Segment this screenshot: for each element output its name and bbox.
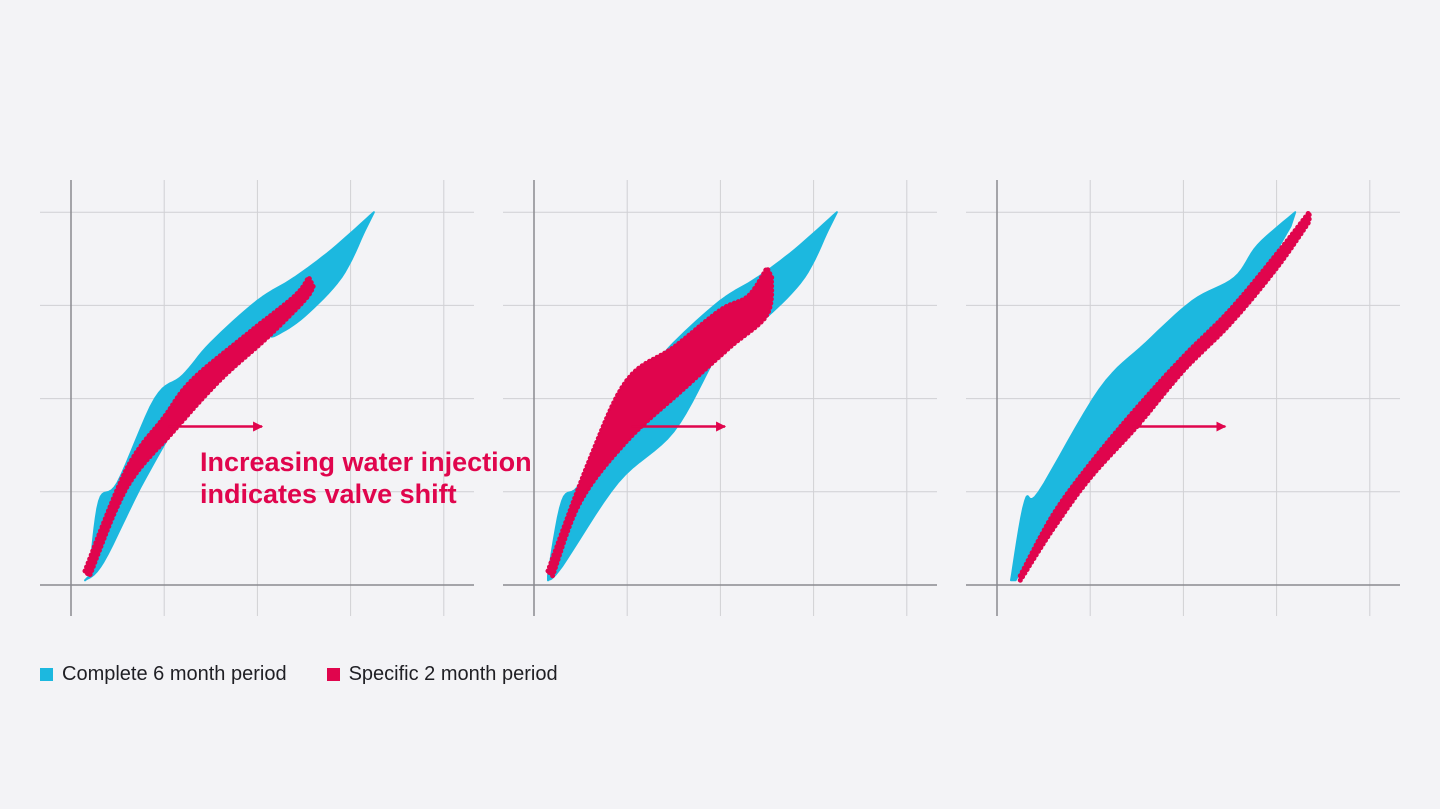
chart-panels: [40, 180, 1400, 616]
specific-2-month-band: [1017, 209, 1312, 583]
specific-2-month-band-fill: [548, 268, 772, 576]
annotation-line-1: Increasing water injection: [200, 447, 532, 477]
legend-label-complete: Complete 6 month period: [62, 663, 287, 685]
legend-item-complete: Complete 6 month period: [40, 663, 287, 686]
specific-2-month-band-fill: [1020, 212, 1310, 581]
valve-shift-annotation: Increasing water injection indicates val…: [200, 446, 532, 510]
annotation-line-2: indicates valve shift: [200, 479, 457, 509]
specific-2-month-band-fill: [85, 277, 314, 576]
complete-6-month-band: [84, 211, 375, 582]
legend-item-specific: Specific 2 month period: [326, 663, 558, 686]
legend-swatch-complete: [40, 668, 53, 681]
legend-swatch-specific: [326, 668, 340, 681]
legend: Complete 6 month period Specific 2 month…: [40, 663, 558, 686]
complete-6-month-band: [547, 211, 838, 582]
legend-label-specific: Specific 2 month period: [348, 663, 558, 685]
